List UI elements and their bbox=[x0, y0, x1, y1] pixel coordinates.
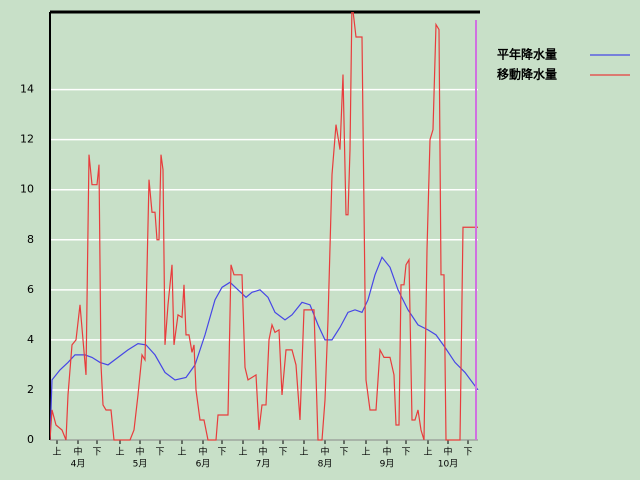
x-tick-label: 中 bbox=[135, 446, 144, 458]
x-tick-label: 中 bbox=[258, 446, 267, 458]
x-tick-label: 下 bbox=[339, 448, 348, 458]
x-tick-label: 上 bbox=[299, 447, 308, 458]
x-tick-label: 中 bbox=[320, 446, 329, 458]
x-tick-label: 上 bbox=[52, 447, 61, 458]
x-tick-label: 上 bbox=[238, 447, 247, 458]
series-line bbox=[50, 12, 478, 441]
x-tick-label: 上 bbox=[423, 447, 432, 458]
y-tick-label: 0 bbox=[27, 433, 34, 446]
legend-label: 移動降水量 bbox=[497, 67, 557, 82]
month-label: 10月 bbox=[438, 459, 458, 470]
legend-label: 平年降水量 bbox=[497, 47, 557, 62]
x-tick-label: 中 bbox=[382, 446, 391, 458]
x-tick-label: 中 bbox=[198, 446, 207, 458]
series-line bbox=[50, 256, 479, 441]
x-tick-label: 下 bbox=[155, 448, 164, 458]
x-tick-label: 下 bbox=[401, 448, 410, 458]
month-label: 5月 bbox=[133, 459, 148, 470]
y-tick-label: 2 bbox=[27, 383, 34, 396]
month-label: 6月 bbox=[196, 459, 211, 470]
x-tick-label: 中 bbox=[73, 446, 82, 458]
y-tick-label: 14 bbox=[20, 83, 34, 96]
y-tick-label: 12 bbox=[20, 133, 34, 146]
y-tick-label: 10 bbox=[20, 183, 34, 196]
month-label: 8月 bbox=[318, 459, 333, 470]
x-tick-label: 下 bbox=[463, 448, 472, 458]
x-tick-label: 上 bbox=[177, 447, 186, 458]
y-tick-label: 8 bbox=[27, 233, 34, 246]
x-tick-label: 下 bbox=[278, 448, 287, 458]
x-tick-label: 下 bbox=[217, 448, 226, 458]
x-tick-label: 中 bbox=[443, 446, 452, 458]
x-tick-label: 下 bbox=[92, 448, 101, 458]
x-tick-label: 上 bbox=[361, 447, 370, 458]
y-tick-label: 4 bbox=[27, 333, 34, 346]
month-label: 4月 bbox=[71, 459, 86, 470]
y-tick-label: 6 bbox=[27, 283, 34, 296]
month-label: 9月 bbox=[380, 459, 395, 470]
plot-area bbox=[50, 12, 479, 441]
month-label: 7月 bbox=[256, 459, 271, 470]
x-tick-label: 上 bbox=[115, 447, 124, 458]
